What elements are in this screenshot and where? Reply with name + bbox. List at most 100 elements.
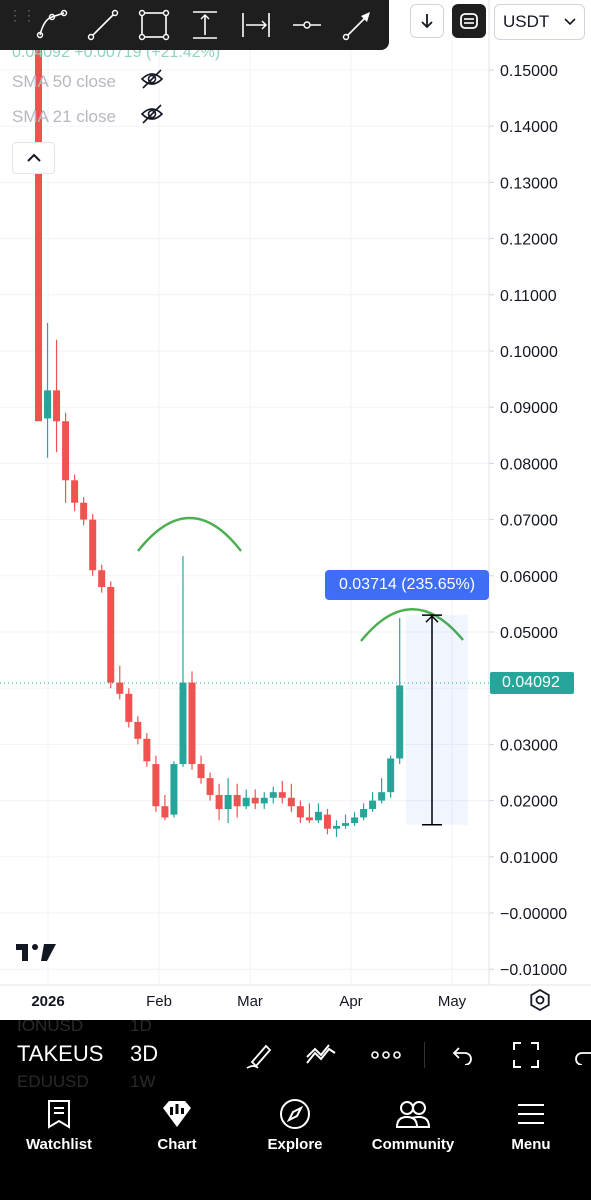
candle[interactable] — [188, 671, 196, 770]
chart-area[interactable]: 0.15000 0.14000 0.13000 0.12000 0.11000 0.100… — [0, 0, 591, 1020]
arc-annotation-left[interactable] — [137, 516, 242, 552]
date-range-tool-icon[interactable] — [230, 3, 281, 47]
candle[interactable] — [305, 803, 313, 824]
brush-icon[interactable] — [242, 1038, 276, 1072]
candle[interactable] — [44, 322, 52, 458]
candle[interactable] — [215, 783, 223, 821]
settings-icon[interactable] — [530, 988, 550, 1012]
candle[interactable] — [378, 778, 386, 804]
legend-sma21[interactable]: SMA 21 close — [12, 99, 220, 134]
line-tool-icon[interactable] — [77, 3, 128, 47]
candle[interactable] — [233, 783, 241, 818]
measure-label[interactable]: 0.03714 (235.65%) — [325, 570, 489, 600]
candle[interactable] — [242, 789, 250, 810]
collapse-legend-button[interactable] — [12, 142, 55, 174]
tab-watchlist[interactable]: Watchlist — [0, 1096, 118, 1160]
drawing-toolbar: ⋮⋮ — [0, 0, 389, 50]
candle[interactable] — [269, 786, 277, 804]
sync-button[interactable] — [452, 4, 486, 38]
candle-body — [242, 797, 250, 807]
candle[interactable] — [116, 665, 124, 700]
tradingview-logo — [16, 944, 56, 961]
candle[interactable] — [360, 803, 368, 821]
candle[interactable] — [125, 688, 133, 728]
candle[interactable] — [89, 513, 97, 576]
interval-selector[interactable]: 3D — [130, 1041, 159, 1066]
eye-off-icon[interactable] — [140, 104, 164, 129]
arc-annotation-right[interactable] — [360, 608, 464, 642]
eye-off-icon[interactable] — [140, 69, 164, 94]
candle[interactable] — [342, 814, 350, 829]
horizontal-line-tool-icon[interactable] — [281, 3, 332, 47]
trend-line-tool-icon[interactable] — [26, 3, 77, 47]
tab-explore[interactable]: Explore — [236, 1096, 354, 1160]
watchlist-icon — [46, 1096, 72, 1132]
redo-icon[interactable] — [574, 1038, 591, 1072]
legend-sma50[interactable]: SMA 50 close — [12, 64, 220, 99]
rectangle-tool-icon[interactable] — [128, 3, 179, 47]
candle[interactable] — [170, 761, 178, 818]
drag-handle-icon[interactable]: ⋮⋮ — [8, 7, 36, 23]
candle-body — [197, 764, 205, 779]
tab-chart[interactable]: Chart — [118, 1096, 236, 1160]
candle[interactable] — [224, 778, 232, 824]
tab-menu[interactable]: Menu — [472, 1096, 590, 1160]
sync-icon — [460, 13, 478, 29]
candle[interactable] — [197, 755, 205, 784]
tab-community[interactable]: Community — [354, 1096, 472, 1160]
fullscreen-icon[interactable] — [509, 1038, 543, 1072]
arrow-tool-icon[interactable] — [332, 3, 383, 47]
time-tick-label: Apr — [339, 993, 362, 1010]
candle[interactable] — [71, 474, 79, 512]
candle[interactable] — [369, 792, 377, 812]
candle-body — [360, 809, 368, 818]
candle[interactable] — [287, 783, 295, 812]
candle[interactable] — [98, 564, 106, 593]
candle-body — [396, 685, 404, 759]
price-chart[interactable]: 0.15000 0.14000 0.13000 0.12000 0.11000 0.100… — [0, 0, 591, 1020]
candle-body — [332, 825, 340, 829]
candle[interactable] — [80, 497, 88, 526]
candle[interactable] — [62, 412, 70, 503]
candle[interactable] — [107, 581, 115, 689]
candle[interactable] — [53, 339, 61, 453]
candle[interactable] — [161, 794, 169, 821]
candle-body — [378, 792, 386, 801]
currency-select[interactable]: USDT — [494, 4, 585, 40]
tab-label: Community — [371, 1136, 455, 1153]
candle[interactable] — [278, 780, 286, 804]
tab-label: Menu — [511, 1136, 551, 1153]
indicators-icon[interactable] — [304, 1038, 338, 1072]
chart-grid — [0, 0, 591, 986]
candle[interactable] — [251, 789, 259, 810]
candle[interactable] — [323, 809, 331, 835]
candle-body — [143, 738, 151, 762]
undo-icon[interactable] — [444, 1038, 478, 1072]
price-tick-label: 0.05000 — [500, 625, 558, 642]
candle[interactable] — [134, 716, 142, 745]
scroll-to-latest-button[interactable] — [410, 4, 444, 38]
candle[interactable] — [143, 733, 151, 767]
price-tick-label: 0.10000 — [500, 344, 558, 361]
candle[interactable] — [387, 755, 395, 798]
sma21-label: SMA 21 close — [12, 106, 116, 126]
candle[interactable] — [206, 772, 214, 801]
ghost-symbol-above: IONUSD — [17, 1020, 84, 1035]
measure-tool[interactable] — [406, 614, 468, 826]
candle-body — [116, 682, 124, 694]
candle[interactable] — [396, 617, 404, 765]
candle[interactable] — [332, 820, 340, 838]
price-range-tool-icon[interactable] — [179, 3, 230, 47]
candle[interactable] — [179, 556, 187, 767]
candle[interactable] — [35, 47, 42, 422]
candle[interactable] — [152, 755, 160, 812]
candle[interactable] — [314, 803, 322, 824]
candle[interactable] — [296, 800, 304, 824]
symbol-selector[interactable]: TAKEUSDT — [17, 1041, 105, 1066]
candle[interactable] — [260, 792, 268, 810]
chevron-down-icon — [564, 18, 576, 26]
candles — [35, 47, 404, 838]
candle[interactable] — [351, 811, 359, 826]
more-icon[interactable] — [369, 1038, 403, 1072]
